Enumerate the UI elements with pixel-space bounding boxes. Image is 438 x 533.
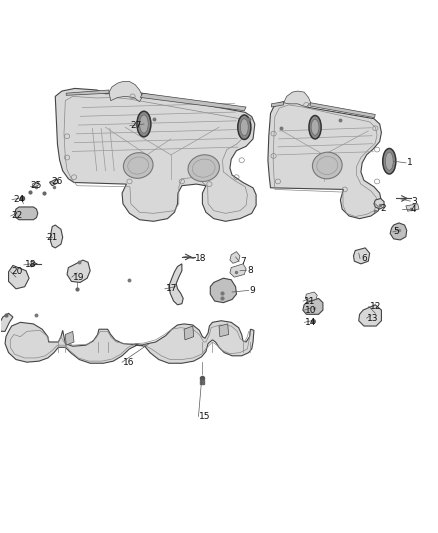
Polygon shape [5,321,254,364]
Text: 5: 5 [394,228,399,237]
Text: 10: 10 [305,305,317,314]
Polygon shape [50,225,63,248]
Text: 13: 13 [367,313,379,322]
Text: 7: 7 [240,257,246,265]
Text: 19: 19 [73,273,84,281]
Ellipse shape [238,115,251,140]
Polygon shape [305,292,317,301]
Polygon shape [66,90,109,95]
Polygon shape [284,91,311,107]
Polygon shape [184,326,194,340]
Polygon shape [65,332,74,345]
Polygon shape [359,305,381,326]
Text: 12: 12 [370,302,381,311]
Polygon shape [353,248,370,264]
Text: 14: 14 [305,318,317,327]
Polygon shape [32,181,39,188]
Polygon shape [406,204,419,211]
Polygon shape [210,278,237,303]
Text: 26: 26 [51,177,62,186]
Ellipse shape [383,149,396,174]
Text: 4: 4 [410,205,416,214]
Text: 2: 2 [381,204,386,213]
Polygon shape [109,82,143,102]
Polygon shape [169,264,183,305]
Text: 8: 8 [247,266,253,274]
Polygon shape [55,88,256,221]
Text: 17: 17 [166,284,177,293]
Polygon shape [390,223,407,240]
Text: 16: 16 [123,358,134,367]
Polygon shape [303,298,323,314]
Polygon shape [67,260,90,282]
Text: 25: 25 [30,181,42,190]
Ellipse shape [385,152,393,170]
Text: 11: 11 [304,296,316,305]
Text: 3: 3 [411,197,417,206]
Ellipse shape [240,119,248,136]
Text: 22: 22 [12,212,23,221]
Ellipse shape [124,152,153,179]
Text: 24: 24 [13,195,24,204]
Polygon shape [0,313,13,332]
Text: 1: 1 [407,158,413,167]
Polygon shape [49,179,58,185]
Polygon shape [268,101,381,219]
Text: 21: 21 [46,233,58,242]
Polygon shape [14,207,38,220]
Polygon shape [230,264,246,277]
Text: 15: 15 [199,412,211,421]
Polygon shape [230,252,240,263]
Polygon shape [219,324,229,337]
Text: 9: 9 [250,286,255,295]
Ellipse shape [140,115,148,133]
Text: 6: 6 [361,254,367,263]
Text: 18: 18 [25,261,36,269]
Ellipse shape [312,152,342,179]
Text: 27: 27 [131,121,142,130]
Ellipse shape [188,155,219,182]
Ellipse shape [309,116,321,139]
Polygon shape [9,265,29,289]
Polygon shape [141,93,246,111]
Polygon shape [272,102,284,107]
Ellipse shape [137,111,151,137]
Text: 20: 20 [12,268,23,276]
Polygon shape [310,103,375,118]
Text: 18: 18 [195,254,206,263]
Ellipse shape [311,119,319,135]
Polygon shape [374,198,384,209]
